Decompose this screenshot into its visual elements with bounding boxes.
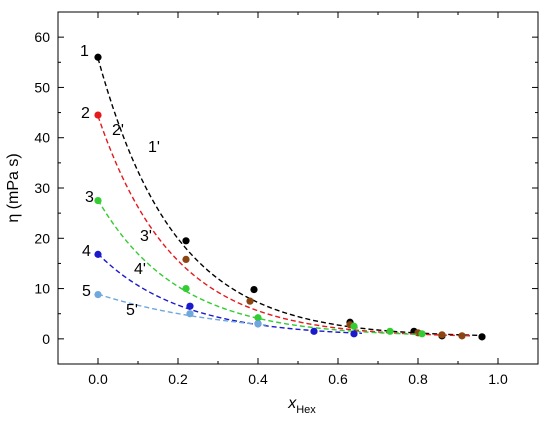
data-point-5: [186, 310, 194, 318]
series-label-3: 3: [85, 189, 94, 206]
x-axis-title-subscript: Hex: [296, 404, 316, 416]
labels: xHex η (mPa s) 1 1' 2 2' 3 3' 4 4' 5 5': [5, 43, 316, 416]
series-label-2: 2: [81, 105, 90, 122]
y-tick-label: 30: [34, 180, 50, 196]
y-tick-label: 0: [42, 331, 50, 347]
fit-curve-2: [97, 115, 471, 337]
series-label-4: 4: [82, 243, 91, 260]
data-point-5: [94, 291, 102, 299]
data-point-3: [182, 284, 190, 293]
fit-label-4: 4': [134, 261, 146, 278]
data-point-2: [182, 255, 190, 264]
y-tick-label: 40: [34, 130, 50, 146]
data-point-3: [94, 196, 102, 205]
data-point-2: [438, 331, 446, 339]
plot-area: [94, 53, 486, 341]
x-tick-label: 0.4: [248, 371, 268, 387]
x-tick-label: 0.0: [88, 371, 108, 387]
data-point-2: [94, 111, 102, 119]
fit-curve-1: [97, 58, 483, 337]
fit-label-1: 1': [148, 139, 160, 156]
y-tick-label: 10: [34, 281, 50, 297]
data-point-1: [94, 53, 102, 61]
data-point-4: [310, 327, 318, 335]
y-tick-label: 50: [34, 79, 50, 95]
series-5: [94, 291, 267, 328]
data-point-3: [254, 314, 262, 322]
axes: 0.0 0.2 0.4 0.6 0.8 1.0 0 10 20 30 40 50 60: [34, 11, 539, 387]
data-point-2: [458, 332, 466, 340]
x-tick-label: 0.2: [168, 371, 188, 387]
data-point-4: [94, 250, 102, 258]
data-point-1: [250, 285, 258, 294]
x-axis-title: xHex: [287, 395, 316, 416]
x-tick-label: 0.6: [328, 371, 348, 387]
data-point-5: [254, 320, 262, 328]
data-point-1: [182, 237, 190, 245]
fit-label-2: 2': [112, 122, 124, 139]
data-point-3: [386, 327, 394, 335]
x-tick-label: 0.8: [408, 371, 428, 387]
data-point-4: [350, 330, 358, 338]
y-tick-label: 60: [34, 29, 50, 45]
fit-curve-3: [97, 199, 427, 336]
data-point-1: [478, 333, 486, 341]
fit-label-3: 3': [140, 228, 152, 245]
data-point-4: [186, 302, 194, 310]
series-3: [94, 196, 427, 338]
y-axis-title: η (mPa s): [5, 153, 22, 222]
data-point-2: [246, 297, 254, 305]
series-label-5: 5: [82, 283, 91, 300]
data-point-3: [418, 330, 426, 338]
fit-curve-5: [97, 293, 267, 326]
data-point-3: [350, 322, 358, 330]
x-axis-title-main: x: [287, 395, 297, 412]
y-tick-label: 20: [34, 230, 50, 246]
series-label-1: 1: [80, 43, 89, 60]
fit-label-5: 5': [126, 302, 138, 319]
series-1: [94, 53, 486, 341]
x-tick-label: 1.0: [488, 371, 508, 387]
